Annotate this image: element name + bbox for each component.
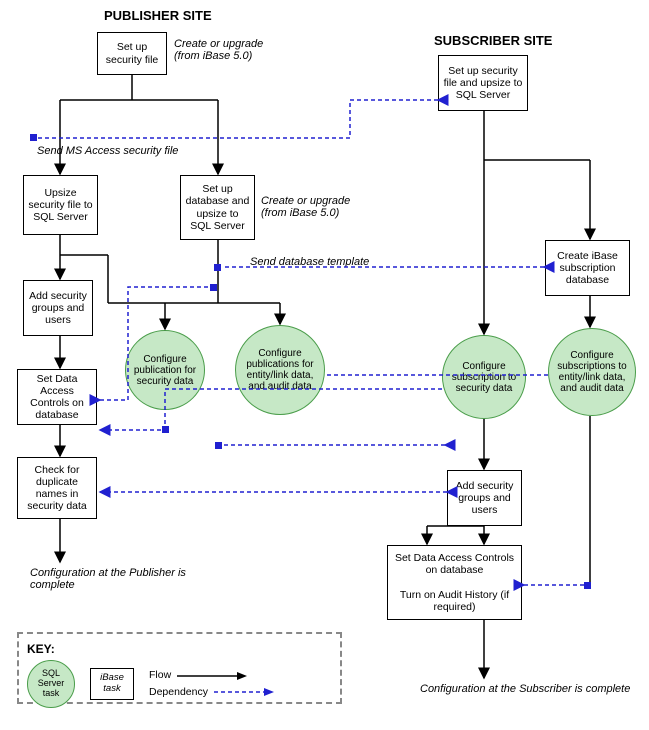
key-dep-label: Dependency: [149, 684, 208, 701]
key-title: KEY:: [27, 642, 332, 656]
box-data-access-controls: Set Data Access Controls on database: [17, 369, 97, 425]
key-circle: SQL Server task: [27, 660, 75, 708]
box-upsize-security: Upsize security file to SQL Server: [23, 175, 98, 235]
key-box-ibase: iBase task: [90, 668, 134, 700]
box-create-subscription-db: Create iBase subscription database: [545, 240, 630, 296]
key-legend: KEY: SQL Server task iBase task Flow Dep…: [17, 632, 342, 704]
box-setup-database: Set up database and upsize to SQL Server: [180, 175, 255, 240]
annotation-pub-complete: Configuration at the Publisher is comple…: [30, 567, 190, 591]
box-add-groups: Add security groups and users: [23, 280, 93, 336]
circle-config-sub-security: Configure subscription to security data: [442, 335, 526, 419]
box-sub-add-groups: Add security groups and users: [447, 470, 522, 526]
annotation-sub-complete: Configuration at the Subscriber is compl…: [420, 683, 630, 695]
publisher-heading: PUBLISHER SITE: [104, 8, 212, 23]
circle-config-pub-entity: Configure publications for entity/link d…: [235, 325, 325, 415]
annotation-send-security: Send MS Access security file: [37, 145, 178, 157]
box-check-duplicates: Check for duplicate names in security da…: [17, 457, 97, 519]
key-flow-label: Flow: [149, 667, 171, 684]
annotation-create-upgrade-2: Create or upgrade (from iBase 5.0): [261, 195, 361, 219]
annotation-create-upgrade-1: Create or upgrade (from iBase 5.0): [174, 38, 274, 62]
subscriber-heading: SUBSCRIBER SITE: [434, 33, 552, 48]
dependency-arrow-icon: [214, 687, 274, 697]
annotation-send-template: Send database template: [250, 256, 369, 268]
box-sub-setup-security: Set up security file and upsize to SQL S…: [438, 55, 528, 111]
box-setup-security-file: Set up security file: [97, 32, 167, 75]
box-sub-data-access: Set Data Access Controls on database Tur…: [387, 545, 522, 620]
flow-arrow-icon: [177, 671, 247, 681]
circle-config-pub-security: Configure publication for security data: [125, 330, 205, 410]
circle-config-sub-entity: Configure subscriptions to entity/link d…: [548, 328, 636, 416]
